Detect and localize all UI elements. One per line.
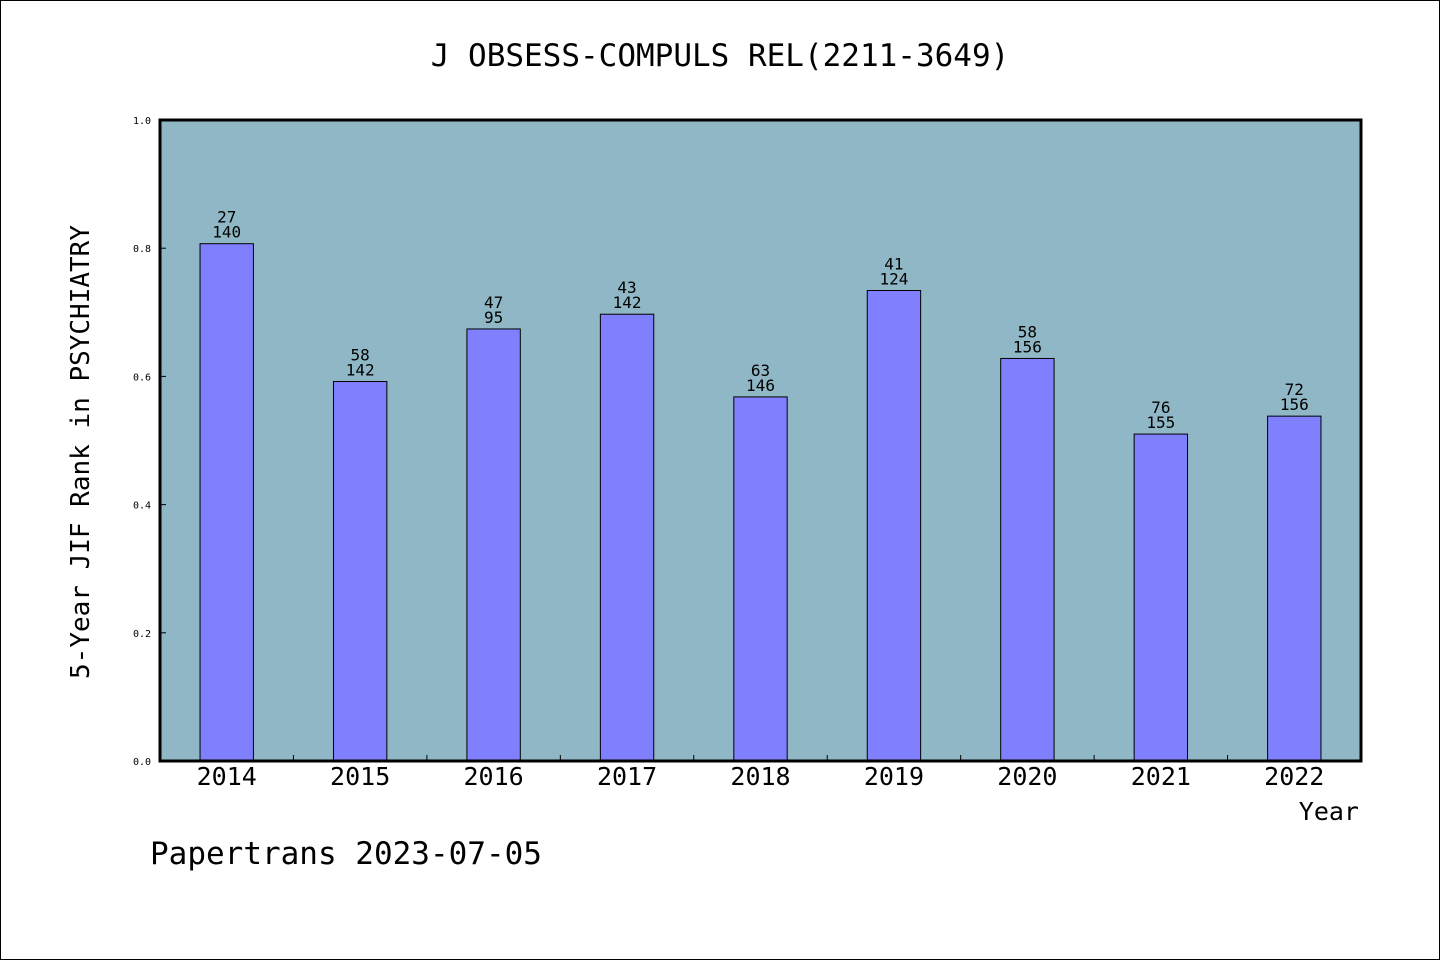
bar-2014	[199, 243, 254, 762]
footer-credit: Papertrans 2023-07-05	[150, 836, 542, 872]
x-axis-label: Year	[1299, 797, 1359, 826]
bar-rank-label: 58	[1018, 322, 1037, 341]
bar-rank-label: 27	[217, 208, 236, 227]
bar-2015	[332, 381, 388, 762]
plot-border	[158, 118, 1363, 763]
bar-2022	[1267, 415, 1322, 762]
y-tick-label: 0.4	[133, 501, 151, 512]
bar-2018	[733, 396, 788, 762]
x-tick-label: 2015	[330, 762, 390, 791]
x-tick-label: 2018	[730, 762, 790, 791]
bar-2020	[1000, 357, 1055, 762]
y-tick-label: 0.2	[133, 629, 151, 640]
x-tick-label: 2020	[997, 762, 1057, 791]
x-tick-label: 2021	[1131, 762, 1191, 791]
bar-2017	[599, 313, 655, 762]
y-tick-label: 0.6	[133, 372, 151, 383]
x-tick-label: 2022	[1264, 762, 1324, 791]
bar-total-label: 142	[346, 361, 375, 380]
bar-total-label: 156	[1013, 337, 1042, 356]
x-axis: 2014 2015 2016 2017 2018 2019 2020 2021 2022	[197, 755, 1324, 791]
bar-rank-label: 58	[351, 346, 370, 365]
bar-rank-label: 47	[484, 293, 503, 312]
bar-labels-layer: 2714058142479543142631464112458156761557…	[212, 208, 1308, 432]
bar-total-label: 140	[212, 223, 241, 242]
bar-rank-label: 63	[751, 361, 770, 380]
bar-rank-label: 76	[1151, 398, 1170, 417]
x-tick-label: 2017	[597, 762, 657, 791]
bar-rank-label: 72	[1285, 380, 1304, 399]
bar-total-label: 155	[1146, 413, 1175, 432]
bar-total-label: 142	[613, 293, 642, 312]
bar-2021	[1133, 433, 1189, 762]
y-tick-label: 0.8	[133, 244, 151, 255]
bars-layer	[199, 243, 1322, 762]
x-tick-label: 2016	[464, 762, 524, 791]
bar-total-label: 124	[879, 270, 908, 289]
bar-2019	[866, 290, 922, 762]
y-tick-label: 0.0	[133, 757, 151, 768]
bar-total-label: 95	[484, 308, 503, 327]
bar-2016	[466, 328, 521, 762]
bar-total-label: 146	[746, 376, 775, 395]
bar-total-label: 156	[1280, 395, 1309, 414]
x-tick-label: 2019	[864, 762, 924, 791]
bar-rank-label: 43	[617, 278, 636, 297]
x-tick-label: 2014	[197, 762, 257, 791]
chart-title: J OBSESS-COMPULS REL(2211-3649)	[431, 38, 1010, 74]
y-axis-label: 5-Year JIF Rank in PSYCHIATRY	[66, 225, 96, 679]
bar-rank-label: 41	[884, 255, 903, 274]
y-tick-label: 1.0	[133, 116, 151, 127]
